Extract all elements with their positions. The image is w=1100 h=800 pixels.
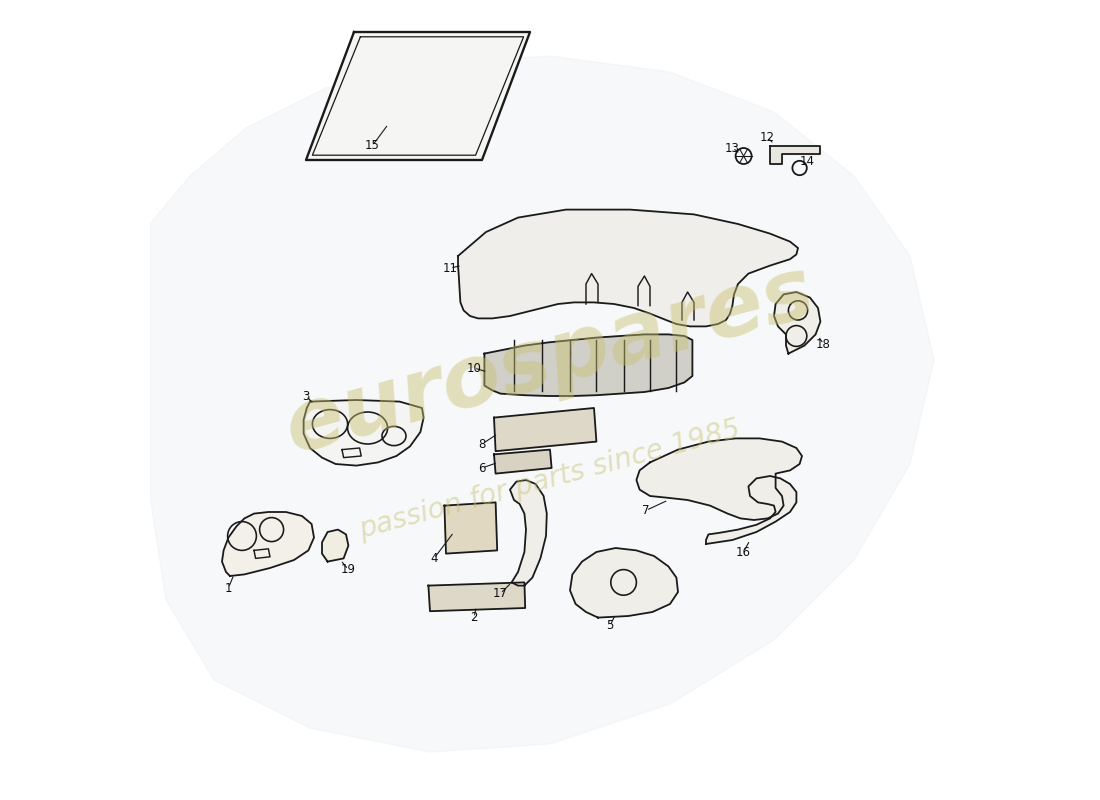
Polygon shape (322, 530, 349, 562)
Text: eurospares: eurospares (276, 250, 824, 470)
Polygon shape (222, 512, 314, 576)
Text: 1: 1 (224, 582, 232, 594)
Text: 13: 13 (725, 142, 740, 154)
Polygon shape (150, 56, 934, 752)
Text: 11: 11 (442, 262, 458, 274)
Polygon shape (770, 146, 821, 164)
Polygon shape (637, 438, 802, 520)
Polygon shape (458, 210, 798, 326)
Text: 16: 16 (736, 546, 751, 558)
Polygon shape (774, 292, 821, 354)
Text: 15: 15 (365, 139, 380, 152)
Polygon shape (570, 548, 678, 618)
Text: 19: 19 (341, 563, 356, 576)
Text: 5: 5 (606, 619, 614, 632)
Text: 17: 17 (493, 587, 508, 600)
Polygon shape (510, 480, 547, 586)
Text: 12: 12 (760, 131, 775, 144)
Polygon shape (428, 582, 525, 611)
Polygon shape (306, 32, 530, 160)
Text: 4: 4 (430, 552, 438, 565)
Text: 2: 2 (471, 611, 477, 624)
Text: 8: 8 (478, 438, 486, 450)
Polygon shape (494, 450, 551, 474)
Polygon shape (444, 502, 497, 554)
Text: 14: 14 (800, 155, 815, 168)
Text: 7: 7 (642, 504, 650, 517)
Text: 6: 6 (478, 462, 486, 474)
Polygon shape (484, 334, 692, 396)
Text: 18: 18 (816, 338, 831, 350)
Polygon shape (706, 476, 796, 544)
Text: 10: 10 (466, 362, 482, 374)
Polygon shape (494, 408, 596, 451)
Text: 3: 3 (302, 390, 310, 402)
Polygon shape (304, 400, 424, 466)
Text: passion for parts since 1985: passion for parts since 1985 (356, 415, 744, 545)
